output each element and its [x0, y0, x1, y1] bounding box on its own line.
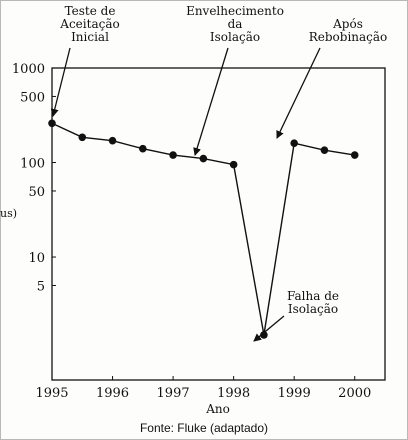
x-tick-label: 1999 [278, 386, 311, 401]
data-point [108, 136, 117, 145]
data-point [78, 133, 87, 142]
insulation-resistance-chart: 1000 500 100 50 10 5 1995 1996 1997 1998 1999 2000… [0, 4, 388, 416]
annotation-after-rewinding-text: Rebobinação [309, 30, 388, 44]
y-tick-label: 500 [20, 90, 45, 105]
annotation-insulation-failure-text: Falha de [287, 289, 339, 303]
annotation-insulation-aging-text: Isolação [210, 30, 260, 44]
x-tick-label: 1997 [157, 386, 190, 401]
data-point [320, 146, 329, 154]
annotation-insulation-aging-text: da [228, 17, 243, 31]
x-tick-label: 2000 [338, 386, 371, 401]
data-point [48, 119, 56, 128]
data-point [199, 154, 208, 163]
data-point [139, 144, 147, 153]
annotation-insulation-failure-text: Isolação [288, 302, 338, 316]
y-axis-label-fragment: us) [0, 207, 17, 220]
annotation-insulation-failure-arrow [253, 315, 285, 342]
annotation-after-rewinding-arrow [276, 47, 321, 139]
annotation-insulation-aging-arrow [193, 47, 229, 156]
annotation-initial-acceptance-text: Inicial [71, 30, 109, 44]
series-markers [48, 119, 359, 339]
y-tick-label: 10 [28, 251, 45, 266]
figure-caption: Fonte: Fluke (adaptado) [139, 421, 269, 435]
annotation-initial-acceptance-arrow [50, 47, 71, 117]
x-tick-label: 1995 [35, 386, 68, 401]
data-point [260, 331, 268, 339]
data-point [229, 160, 238, 169]
y-axis-ticks: 1000 500 100 50 10 5 [12, 62, 56, 294]
y-tick-label: 1000 [12, 62, 45, 77]
x-axis-ticks: 1995 1996 1997 1998 1999 2000 [35, 376, 371, 401]
x-tick-label: 1998 [217, 386, 250, 401]
data-point [169, 151, 177, 159]
annotation-initial-acceptance-text: Teste de [65, 4, 116, 18]
y-tick-label: 100 [20, 157, 45, 172]
annotation-after-rewinding-text: Após [332, 17, 363, 31]
y-tick-label: 5 [37, 279, 45, 294]
data-point [350, 151, 359, 159]
plot-area-border [51, 67, 386, 381]
x-tick-label: 1996 [96, 386, 129, 401]
data-point [290, 139, 298, 148]
annotation-insulation-aging-text: Envelhecimento [186, 4, 284, 18]
annotation-initial-acceptance-text: Aceitação [59, 17, 119, 31]
x-axis-title: Ano [205, 402, 230, 416]
y-tick-label: 50 [28, 185, 45, 200]
